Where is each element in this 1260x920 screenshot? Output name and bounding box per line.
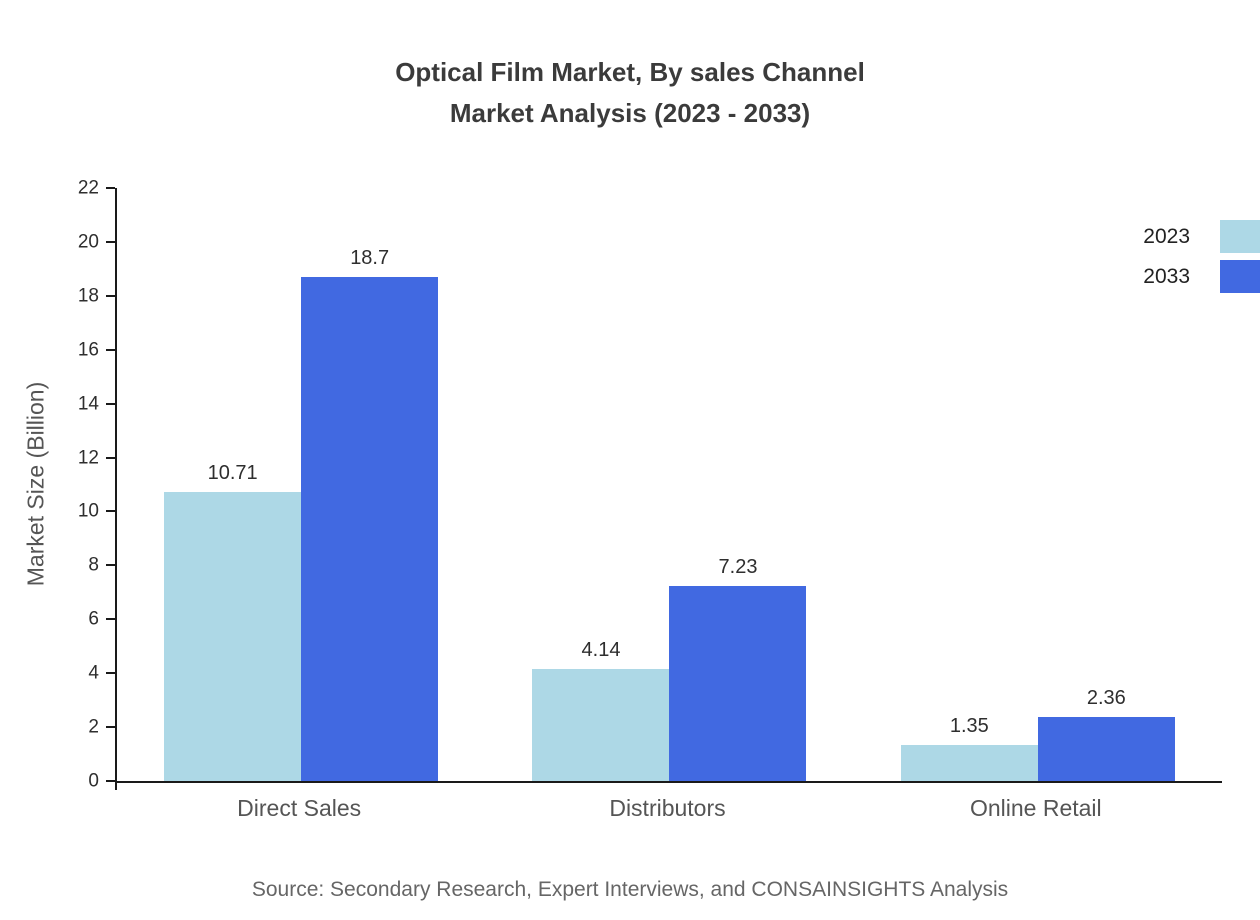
y-tick-label: 4 [88, 662, 99, 684]
bar-value-label: 2.36 [1086, 687, 1126, 710]
y-tick-label: 10 [77, 500, 99, 522]
legend-swatch-2033 [1220, 260, 1260, 293]
y-tick-mark [106, 510, 115, 513]
y-tick-mark [106, 618, 115, 621]
legend-label: 2023 [1143, 224, 1190, 248]
y-tick-mark [106, 402, 115, 405]
bar-2033: 7.23 [669, 556, 807, 781]
bar-value-label: 4.14 [581, 639, 621, 662]
legend: 2023 2033 [1143, 220, 1260, 293]
y-tick-label: 22 [77, 177, 99, 199]
y-tick-label: 8 [88, 554, 99, 576]
y-tick-label: 6 [88, 608, 99, 630]
bar-2023: 1.35 [900, 715, 1038, 781]
legend-label: 2033 [1143, 264, 1190, 288]
y-tick-label: 14 [77, 393, 99, 415]
y-tick-mark [106, 456, 115, 459]
y-tick-label: 20 [77, 231, 99, 253]
y-axis-label: Market Size (Billion) [22, 381, 49, 587]
bar-2023: 4.14 [532, 639, 670, 781]
y-tick-label: 2 [88, 716, 99, 738]
legend-item: 2023 [1143, 220, 1260, 253]
bar-group: 10.71 18.7 [117, 188, 485, 781]
bar-2033: 18.7 [301, 247, 439, 781]
y-tick-label: 0 [88, 770, 99, 792]
bar-value-label: 18.7 [350, 246, 390, 269]
bar-value-label: 7.23 [718, 556, 758, 579]
y-tick-mark [106, 240, 115, 243]
bar-group: 1.35 2.36 [854, 188, 1222, 781]
bar-value-label: 10.71 [207, 462, 258, 485]
bar-value-label: 1.35 [949, 714, 989, 737]
chart-title-line2: Market Analysis (2023 - 2033) [449, 98, 811, 128]
x-axis-labels: Direct Sales Distributors Online Retail [115, 795, 1220, 822]
y-tick-mark [106, 726, 115, 729]
plot-area: 0 2 4 6 8 10 12 14 16 18 20 22 10.71 18.7 4.14 7.23 1.35… [78, 179, 1222, 791]
y-tick-label: 16 [77, 339, 99, 361]
bar-group: 4.14 7.23 [485, 188, 853, 781]
chart-title: Optical Film Market, By sales Channel Ma… [0, 52, 1260, 134]
x-tick-mark [115, 781, 117, 790]
y-tick-mark [106, 672, 115, 675]
y-tick-label: 18 [77, 285, 99, 307]
legend-swatch-2023 [1220, 220, 1260, 253]
bar-2023: 10.71 [164, 462, 302, 781]
y-tick-label: 12 [77, 447, 99, 469]
x-category-label: Online Retail [969, 795, 1102, 821]
legend-item: 2033 [1143, 260, 1260, 293]
y-tick-mark [106, 187, 115, 189]
x-category-label: Distributors [609, 795, 726, 821]
x-category-label: Direct Sales [237, 795, 362, 821]
bar-2033: 2.36 [1037, 687, 1175, 781]
chart-title-line1: Optical Film Market, By sales Channel [395, 57, 865, 87]
source-text: Source: Secondary Research, Expert Inter… [251, 878, 1009, 901]
y-tick-mark [106, 780, 115, 782]
y-tick-mark [106, 564, 115, 567]
y-tick-mark [106, 348, 115, 351]
y-tick-mark [106, 294, 115, 297]
